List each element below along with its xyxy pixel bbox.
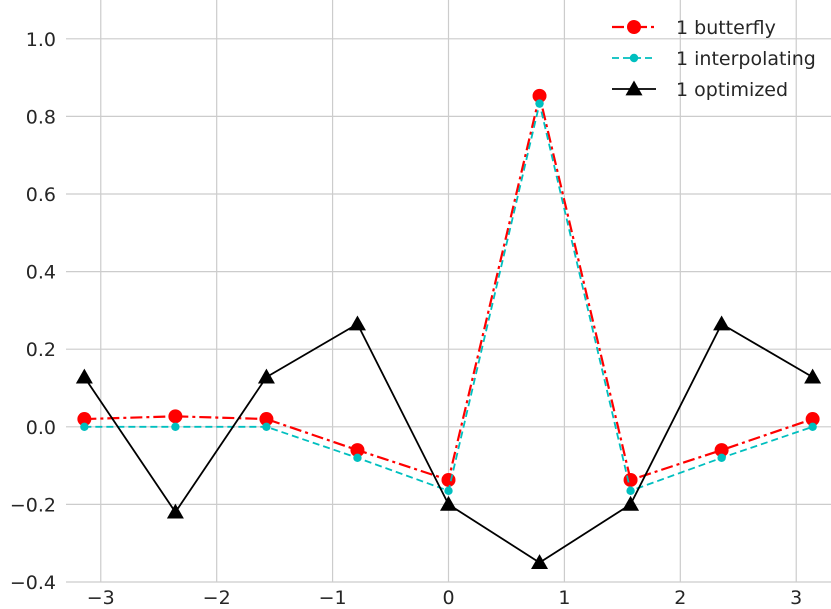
data-point	[440, 495, 457, 511]
legend-marker	[627, 20, 641, 34]
series	[75, 88, 822, 569]
x-tick-label: 0	[442, 587, 454, 609]
y-tick-label: 0.8	[26, 106, 56, 128]
x-tick-label: 1	[558, 587, 570, 609]
data-point	[75, 368, 93, 384]
legend-entry: 1 optimized	[612, 79, 788, 101]
data-point	[166, 503, 184, 519]
y-tick-label: −0.4	[10, 572, 56, 594]
legend-label: 1 optimized	[676, 79, 788, 101]
data-point	[257, 368, 275, 384]
legend: 1 butterfly 1 interpolating 1 optimized	[612, 17, 816, 101]
data-point	[626, 486, 635, 496]
data-point	[531, 554, 549, 569]
x-tick-label: −1	[319, 587, 347, 609]
data-point	[532, 88, 547, 103]
y-tick-label: 1.0	[26, 29, 56, 51]
data-point	[259, 412, 274, 427]
series-1-butterfly	[77, 88, 820, 487]
legend-marker	[625, 80, 643, 96]
y-tick-label: 0.0	[26, 417, 56, 439]
data-point	[714, 443, 729, 458]
data-point	[717, 453, 726, 463]
legend-entry: 1 interpolating	[612, 48, 816, 70]
x-tick-label: −3	[87, 587, 115, 609]
x-tick-label: 2	[674, 587, 686, 609]
legend-marker	[629, 53, 639, 63]
data-point	[622, 495, 640, 511]
data-point	[348, 315, 366, 331]
data-point	[805, 412, 820, 427]
data-point	[808, 422, 817, 431]
series-1-optimized	[75, 315, 822, 569]
tick-labels: −3 −2 −1 0 1 2 3 −0.4 −0.2 0.0 0.2 0.4 0.6 0.8 1.0	[10, 29, 802, 609]
data-point	[623, 472, 638, 487]
data-point	[77, 412, 92, 427]
data-point	[171, 422, 180, 431]
data-point	[804, 368, 822, 384]
data-point	[444, 486, 453, 496]
data-point	[168, 409, 183, 424]
y-tick-label: −0.2	[10, 494, 56, 516]
data-point	[713, 315, 731, 331]
data-point	[80, 422, 89, 431]
legend-entry: 1 butterfly	[612, 17, 776, 39]
data-point	[262, 422, 271, 431]
x-tick-label: −2	[203, 587, 231, 609]
grid	[66, 0, 831, 583]
data-point	[535, 99, 544, 108]
data-point	[441, 472, 456, 487]
y-tick-label: 0.6	[26, 184, 56, 206]
data-point	[353, 453, 362, 463]
series-1-interpolating	[80, 99, 817, 496]
data-point	[350, 443, 365, 458]
legend-label: 1 butterfly	[676, 17, 776, 39]
legend-label: 1 interpolating	[676, 48, 816, 70]
y-tick-label: 0.4	[26, 262, 56, 284]
x-tick-label: 3	[790, 587, 802, 609]
y-tick-label: 0.2	[26, 339, 56, 361]
